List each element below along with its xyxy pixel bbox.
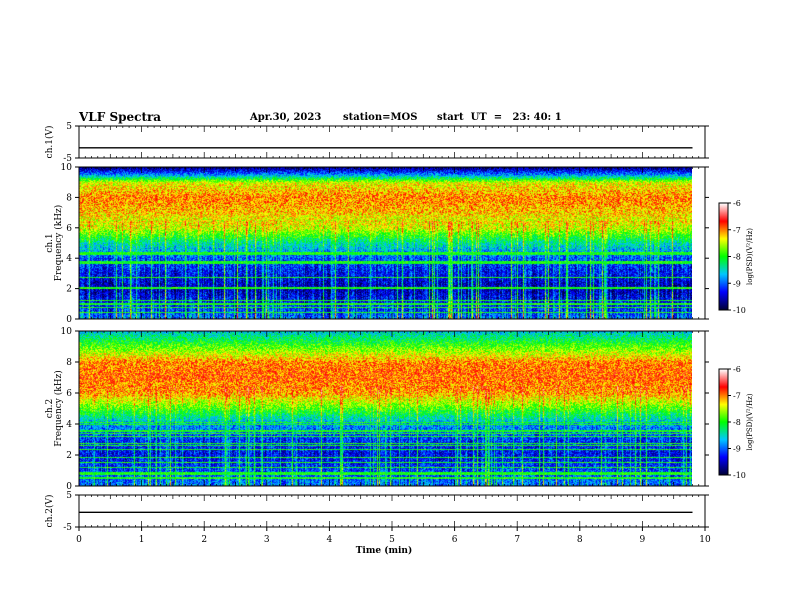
- colorbar-2-gradient: [719, 369, 728, 475]
- colorbar-tick-label: -8: [733, 253, 741, 262]
- colorbar-label: log(PSD)(V²/Hz): [746, 393, 754, 450]
- colorbar-tick-label: -6: [733, 199, 741, 208]
- x-tick-label: 8: [577, 535, 583, 545]
- panel-ylabel-frequency: Frequency (kHz): [53, 205, 64, 282]
- y-tick-label: -5: [63, 154, 72, 164]
- x-tick-label: 0: [76, 535, 82, 545]
- y-tick-label: 8: [66, 193, 72, 203]
- colorbar-tick-label: -10: [733, 471, 746, 480]
- x-tick-label: 2: [201, 535, 207, 545]
- y-tick-label: 8: [66, 358, 72, 368]
- ch2-spectrogram-heatmap: [79, 331, 692, 486]
- colorbar-label: log(PSD)(V²/Hz): [746, 228, 754, 285]
- colorbar-tick-label: -6: [733, 365, 741, 374]
- chart-title: VLF Spectra: [79, 110, 162, 124]
- y-tick-label: 2: [66, 451, 72, 461]
- ch1-spectrogram-heatmap: [79, 167, 692, 319]
- y-tick-label: 5: [66, 122, 72, 132]
- y-tick-label: 6: [66, 389, 72, 399]
- colorbar-tick-label: -7: [733, 226, 741, 235]
- panel-ylabel: ch.2: [45, 399, 55, 418]
- colorbar-tick-label: -9: [733, 279, 741, 288]
- panel-ylabel: ch.1: [45, 233, 55, 252]
- x-tick-label: 1: [139, 535, 145, 545]
- y-tick-label: 2: [66, 285, 72, 295]
- y-tick-label: 5: [66, 491, 72, 501]
- panel-ylabel-frequency: Frequency (kHz): [53, 370, 64, 447]
- y-tick-label: 4: [66, 254, 72, 264]
- date-label: Apr.30, 2023: [250, 112, 322, 123]
- panel-ylabel: ch.2(V): [44, 495, 55, 528]
- start-time-label: start UT = 23: 40: 1: [437, 112, 562, 123]
- y-tick-label: 6: [66, 224, 72, 234]
- y-tick-label: 0: [66, 315, 72, 325]
- x-tick-label: 10: [699, 535, 711, 545]
- y-tick-label: 10: [61, 327, 73, 337]
- panel-ylabel: ch.1(V): [44, 126, 55, 159]
- station-label: station=MOS: [343, 112, 418, 123]
- colorbar-1-gradient: [719, 203, 728, 310]
- x-tick-label: 5: [389, 535, 395, 545]
- y-tick-label: 10: [61, 163, 73, 173]
- x-tick-label: 4: [327, 535, 333, 545]
- y-tick-label: 0: [66, 482, 72, 492]
- x-tick-label: 7: [514, 535, 520, 545]
- y-tick-label: 4: [66, 420, 72, 430]
- x-axis-label: Time (min): [356, 545, 413, 556]
- colorbar-tick-label: -9: [733, 445, 741, 454]
- colorbar-tick-label: -8: [733, 418, 741, 427]
- colorbar-tick-label: -10: [733, 306, 746, 315]
- x-tick-label: 9: [640, 535, 646, 545]
- y-tick-label: -5: [63, 523, 72, 533]
- x-tick-label: 3: [264, 535, 270, 545]
- x-tick-label: 6: [452, 535, 458, 545]
- colorbar-tick-label: -7: [733, 392, 741, 401]
